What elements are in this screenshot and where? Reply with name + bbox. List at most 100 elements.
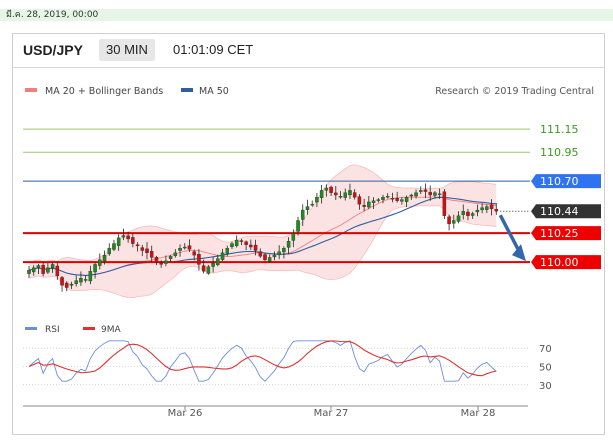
candle-body xyxy=(187,245,192,250)
forecast-arrow-shaft xyxy=(498,214,521,252)
candle-body xyxy=(291,233,296,241)
candle-body xyxy=(197,254,201,265)
candle-body xyxy=(319,190,324,198)
candle-body xyxy=(489,204,494,210)
candle-body xyxy=(225,248,229,254)
candle-body xyxy=(267,257,272,262)
x-tick-label-mar26: Mar 26 xyxy=(168,408,203,419)
candle-body xyxy=(367,201,371,208)
candle-body xyxy=(192,251,196,256)
candle-body xyxy=(470,213,475,216)
ma9-line xyxy=(28,340,497,377)
candle-body xyxy=(31,267,36,273)
candle-body xyxy=(112,243,116,250)
candle-body xyxy=(230,243,234,248)
candle-body xyxy=(98,259,102,266)
bollinger-upper-line xyxy=(28,164,497,263)
candle-body xyxy=(282,248,286,253)
candle-body xyxy=(149,251,154,258)
symbol-label: USD/JPY xyxy=(23,42,83,58)
rsi-line xyxy=(28,340,497,382)
candle-body xyxy=(400,199,404,202)
candle-body xyxy=(102,254,107,262)
candle-body xyxy=(116,237,121,246)
candle-body xyxy=(234,239,239,247)
candle-body xyxy=(414,192,418,197)
candle-body xyxy=(494,208,499,212)
candle-body xyxy=(168,256,173,259)
candle-body xyxy=(55,265,60,277)
candle-body xyxy=(324,187,329,191)
timeframe-button[interactable]: 30 MIN xyxy=(99,39,155,61)
candle-body xyxy=(211,263,215,267)
candle-body xyxy=(409,194,414,197)
level-label-110-25: 110.25 xyxy=(540,227,579,240)
level-tag-110-25 xyxy=(531,226,601,241)
candle-body xyxy=(249,244,253,248)
candle-body xyxy=(206,266,211,274)
bb-legend-label: MA 20 + Bollinger Bands xyxy=(45,86,163,97)
candle-body xyxy=(329,186,333,193)
level-label-110-44: 110.44 xyxy=(540,205,579,218)
rsi-legend-label: RSI xyxy=(45,325,60,335)
candle-body xyxy=(145,248,149,253)
candle-body xyxy=(107,248,111,255)
candle-body xyxy=(480,207,484,211)
candle-body xyxy=(456,215,461,222)
candle-body xyxy=(334,192,338,196)
date-label: มี.ค. 28, 2019, 00:00 xyxy=(6,10,99,20)
ma50-legend-swatch xyxy=(181,88,193,92)
candle-body xyxy=(201,265,206,272)
candle-body xyxy=(296,220,300,232)
candle-body xyxy=(60,277,64,286)
candle-body xyxy=(159,262,163,265)
candle-body xyxy=(381,197,385,200)
candle-body xyxy=(461,211,465,216)
candle-body xyxy=(27,270,31,274)
candle-body xyxy=(36,265,41,268)
level-tag-110-70 xyxy=(531,174,601,189)
rsi-legend-swatch xyxy=(25,327,37,330)
candle-body xyxy=(485,206,489,210)
chart-frame: USD/JPY 30 MIN 01:01:09 CET MA 20 + Boll… xyxy=(12,33,605,435)
candle-body xyxy=(46,267,50,273)
candle-body xyxy=(404,197,409,202)
candle-body xyxy=(79,278,83,283)
x-tick-label-mar28: Mar 28 xyxy=(461,408,496,419)
candle-body xyxy=(437,193,442,196)
candle-body xyxy=(433,192,437,196)
research-credit: Research © 2019 Trading Central xyxy=(435,86,594,97)
rsi-tick-label-70: 70 xyxy=(539,344,552,355)
ma9-legend-label: 9MA xyxy=(101,325,121,335)
candle-body xyxy=(41,264,45,274)
candle-body xyxy=(343,192,347,198)
ma9-legend-swatch xyxy=(83,327,95,330)
bollinger-band-fill xyxy=(29,164,497,298)
candle-body xyxy=(154,257,159,263)
candle-body xyxy=(466,211,470,216)
x-tick-label-mar27: Mar 27 xyxy=(314,408,349,419)
candle-body xyxy=(239,240,244,242)
candle-body xyxy=(357,196,362,205)
price-plot: 111.15 110.95 110.70 110.44 110.25 110.00 xyxy=(23,123,601,298)
candle-body xyxy=(131,237,135,244)
candle-body xyxy=(423,189,428,192)
candle-body xyxy=(69,283,74,286)
candle-body xyxy=(178,248,182,251)
candle-body xyxy=(258,251,263,257)
candle-body xyxy=(385,196,390,198)
bollinger-lower-line xyxy=(28,205,497,298)
level-label-110-00: 110.00 xyxy=(540,256,579,269)
date-bar: มี.ค. 28, 2019, 00:00 xyxy=(0,9,613,21)
ma50-line xyxy=(28,196,497,276)
candle-body xyxy=(140,247,145,251)
candle-body xyxy=(310,204,314,206)
candle-body xyxy=(50,264,55,269)
candle-body xyxy=(126,235,130,240)
candle-body xyxy=(428,191,432,196)
candle-body xyxy=(390,198,395,200)
candle-body xyxy=(452,220,456,224)
candle-body xyxy=(93,264,97,273)
candle-body xyxy=(338,196,343,198)
candle-body xyxy=(419,190,423,192)
